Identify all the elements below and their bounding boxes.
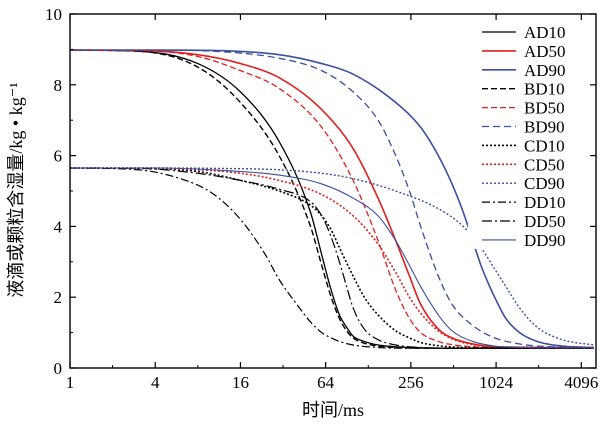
series-line-cd10: [69, 167, 594, 349]
y-tick-label: 8: [54, 76, 63, 95]
x-axis-title: 时间/ms: [302, 400, 364, 420]
x-tick-label: 1: [66, 373, 75, 392]
legend-label-ad90: AD90: [524, 61, 566, 80]
series-line-ad90: [70, 49, 594, 349]
legend-label-dd10: DD10: [524, 193, 566, 212]
series-line-bd50: [69, 49, 594, 349]
x-tick-label: 1024: [479, 373, 514, 392]
series-line-dd50: [69, 167, 594, 349]
x-tick-label: 4096: [564, 373, 598, 392]
x-tick-label: 64: [317, 373, 335, 392]
x-tick-label: 256: [398, 373, 424, 392]
legend-label-cd10: CD10: [524, 136, 565, 155]
tick-labels: 1 4 16 64 256 1024 4096 0 2 4 6 8 10: [45, 5, 598, 392]
series-line-bd90: [70, 49, 594, 349]
legend-label-bd10: BD10: [524, 80, 565, 99]
x-tick-label: 16: [232, 373, 249, 392]
series-line-cd90: [70, 167, 594, 346]
y-tick-label: 10: [45, 5, 62, 24]
legend-label-cd50: CD50: [524, 155, 565, 174]
legend-label-ad10: AD10: [524, 23, 566, 42]
legend: AD10AD50AD90BD10BD50BD90CD10CD50CD90DD10…: [468, 16, 596, 250]
y-tick-label: 0: [54, 359, 63, 378]
y-axis-title: 液滴或颗粒含湿量/kg • kg⁻¹: [6, 82, 26, 297]
series-line-dd90: [70, 167, 594, 349]
legend-label-cd90: CD90: [524, 174, 565, 193]
y-tick-label: 2: [54, 288, 63, 307]
legend-label-bd90: BD90: [524, 118, 565, 137]
series-line-cd50: [70, 167, 594, 349]
series-line-ad50: [69, 49, 594, 349]
legend-label-ad50: AD50: [524, 42, 566, 61]
series-line-dd10: [69, 167, 594, 349]
legend-label-bd50: BD50: [524, 99, 565, 118]
y-tick-label: 6: [54, 147, 63, 166]
legend-label-dd90: DD90: [524, 231, 566, 250]
plot-lines: [69, 49, 594, 349]
y-tick-label: 4: [54, 217, 63, 236]
legend-label-dd50: DD50: [524, 212, 566, 231]
legend-box: [468, 16, 596, 249]
axis-ticks: [69, 13, 596, 369]
x-tick-label: 4: [151, 373, 160, 392]
